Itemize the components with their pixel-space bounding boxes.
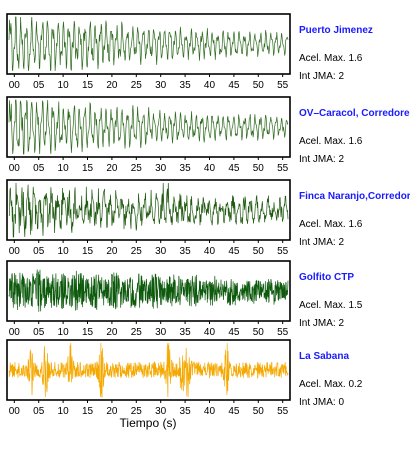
x-tick-label: 50	[253, 406, 265, 417]
x-tick-label: 40	[204, 327, 216, 338]
max-acceleration-label: Acel. Max. 1.6	[299, 136, 363, 147]
x-tick-label: 05	[33, 246, 45, 257]
x-tick-label: 15	[82, 163, 94, 174]
jma-intensity-label: Int JMA: 0	[299, 397, 344, 408]
x-tick-label: 55	[277, 163, 289, 174]
x-tick-label: 40	[204, 163, 216, 174]
jma-intensity-label: Int JMA: 2	[299, 71, 344, 82]
x-tick-label: 50	[253, 163, 265, 174]
x-tick-label: 00	[9, 80, 21, 91]
jma-intensity-label: Int JMA: 2	[299, 154, 344, 165]
x-tick-label: 00	[9, 327, 21, 338]
x-tick-label: 05	[33, 80, 45, 91]
x-tick-label: 50	[253, 246, 265, 257]
jma-intensity-label: Int JMA: 2	[299, 237, 344, 248]
x-tick-label: 10	[58, 327, 70, 338]
x-tick-label: 35	[180, 327, 192, 338]
x-tick-label: 30	[155, 80, 167, 91]
waveform-series	[8, 269, 289, 312]
max-acceleration-label: Acel. Max. 1.6	[299, 53, 363, 64]
station-name: Finca Naranjo,Corredores	[299, 191, 410, 202]
x-tick-label: 45	[228, 246, 240, 257]
station-name: Golfito CTP	[299, 272, 354, 283]
x-tick-label: 35	[180, 406, 192, 417]
x-tick-label: 20	[106, 80, 118, 91]
jma-intensity-label: Int JMA: 2	[299, 318, 344, 329]
x-tick-label: 05	[33, 406, 45, 417]
seismogram-panel: 00 05 10 15 20 25 30 35 40 45 50 55 La Sabana Acel. M…	[6, 339, 363, 417]
x-tick-label: 10	[58, 163, 70, 174]
x-tick-label: 30	[155, 406, 167, 417]
x-axis-label: Tiempo (s)	[120, 416, 177, 430]
x-tick-label: 50	[253, 80, 265, 91]
x-tick-label: 45	[228, 80, 240, 91]
x-tick-label: 10	[58, 246, 70, 257]
x-tick-label: 50	[253, 327, 265, 338]
seismogram-panel: 00 05 10 15 20 25 30 35 40 45 50 55 Puerto Jimenez Ac…	[6, 13, 373, 91]
x-tick-label: 25	[131, 406, 143, 417]
x-tick-label: 25	[131, 327, 143, 338]
x-tick-label: 20	[106, 406, 118, 417]
x-tick-label: 10	[58, 80, 70, 91]
x-tick-label: 15	[82, 406, 94, 417]
station-name: Puerto Jimenez	[299, 25, 373, 36]
x-tick-label: 20	[106, 163, 118, 174]
x-tick-label: 00	[9, 163, 21, 174]
x-tick-label: 15	[82, 80, 94, 91]
max-acceleration-label: Acel. Max. 1.6	[299, 219, 363, 230]
x-tick-label: 40	[204, 246, 216, 257]
x-tick-label: 25	[131, 80, 143, 91]
x-tick-label: 00	[9, 406, 21, 417]
x-tick-label: 35	[180, 80, 192, 91]
x-tick-label: 00	[9, 246, 21, 257]
x-tick-label: 40	[204, 406, 216, 417]
x-tick-label: 05	[33, 163, 45, 174]
x-tick-label: 40	[204, 80, 216, 91]
x-tick-label: 30	[155, 163, 167, 174]
x-tick-label: 25	[131, 163, 143, 174]
x-tick-label: 30	[155, 246, 167, 257]
max-acceleration-label: Acel. Max. 0.2	[299, 379, 363, 390]
station-name: La Sabana	[299, 351, 349, 362]
x-tick-label: 45	[228, 163, 240, 174]
station-name: OV–Caracol, Corredores	[299, 108, 410, 119]
x-tick-label: 55	[277, 406, 289, 417]
waveform-series	[8, 16, 289, 72]
x-tick-label: 35	[180, 163, 192, 174]
seismogram-panel: 00 05 10 15 20 25 30 35 40 45 50 55 Finca Naranjo,Co…	[6, 179, 410, 257]
x-tick-label: 45	[228, 327, 240, 338]
x-tick-label: 20	[106, 327, 118, 338]
x-tick-label: 55	[277, 80, 289, 91]
waveform-series	[8, 182, 289, 238]
x-tick-label: 55	[277, 246, 289, 257]
x-tick-label: 35	[180, 246, 192, 257]
seismogram-panel: 00 05 10 15 20 25 30 35 40 45 50 55 OV–Caracol, Corr…	[6, 96, 410, 174]
x-tick-label: 15	[82, 327, 94, 338]
seismogram-panel: 00 05 10 15 20 25 30 35 40 45 50 55 Golfito CTP Acel.…	[6, 260, 363, 338]
x-tick-label: 55	[277, 327, 289, 338]
max-acceleration-label: Acel. Max. 1.5	[299, 300, 363, 311]
x-tick-label: 25	[131, 246, 143, 257]
x-tick-label: 20	[106, 246, 118, 257]
waveform-series	[8, 99, 289, 155]
seismogram-panels: 00 05 10 15 20 25 30 35 40 45 50 55 Puerto Jimenez Ac…	[6, 13, 410, 417]
x-tick-label: 15	[82, 246, 94, 257]
waveform-series	[8, 342, 289, 398]
x-tick-label: 45	[228, 406, 240, 417]
x-tick-label: 30	[155, 327, 167, 338]
x-tick-label: 05	[33, 327, 45, 338]
x-tick-label: 10	[58, 406, 70, 417]
